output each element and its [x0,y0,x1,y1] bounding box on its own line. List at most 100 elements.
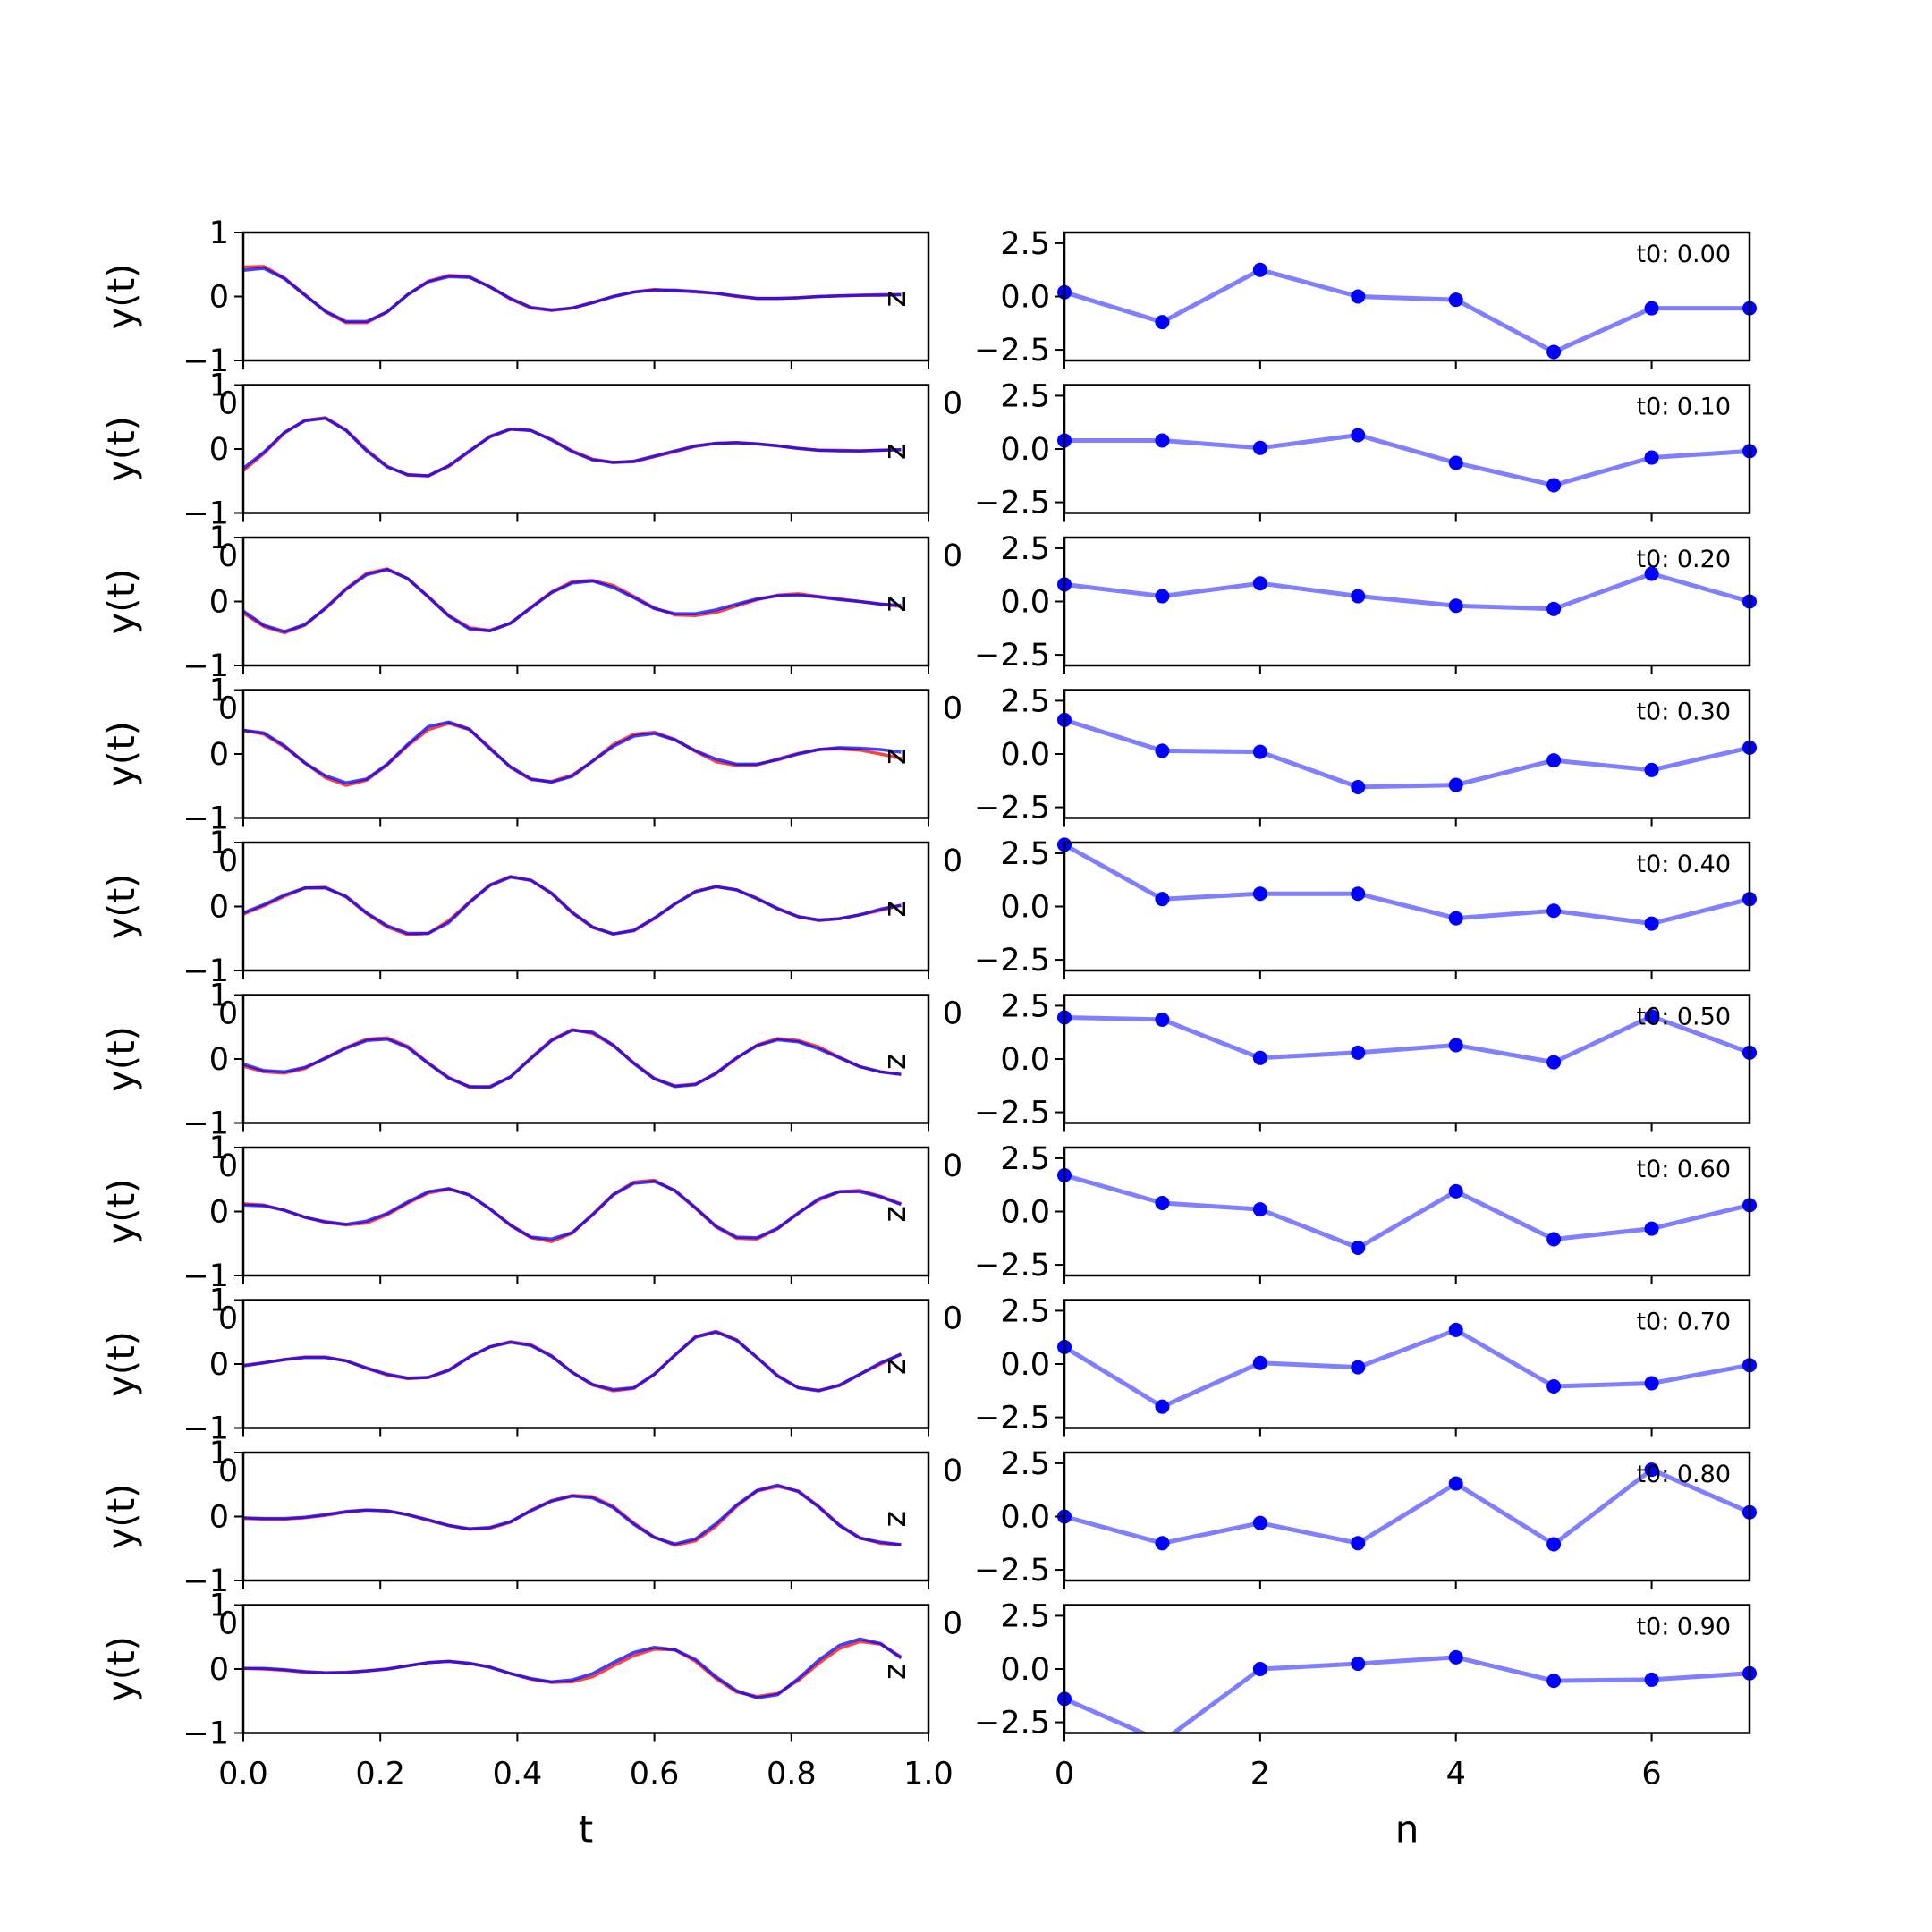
left-overlap-zero-row-1: 0 [218,386,238,422]
right-point-row-4-n-4 [1448,911,1463,926]
left-ylabel-row-2: y(t) [99,568,143,634]
left-z-label-row-9: z [877,1664,913,1680]
right-ytick-label-row-5: 2.5 [1000,988,1050,1024]
right-ytick-label-row-9: 2.5 [1000,1598,1050,1634]
right-point-row-4-n-1 [1155,892,1170,907]
right-point-row-6-n-5 [1546,1232,1562,1247]
left-ylabel-row-3: y(t) [99,721,143,787]
right-point-row-8-n-3 [1351,1536,1366,1551]
right-point-row-7-n-4 [1448,1322,1463,1337]
right-point-row-5-n-1 [1155,1012,1170,1027]
right-point-row-9-n-3 [1351,1657,1366,1672]
left-ylabel-row-1: y(t) [99,416,143,482]
right-point-row-0-n-5 [1546,344,1562,360]
right-ytick-label-row-8: 2.5 [1000,1446,1050,1482]
right-point-row-6-n-3 [1351,1241,1366,1256]
right-series-line-row-2 [1064,572,1750,612]
right-ytick-label-row-4: 2.5 [1000,836,1050,872]
right-point-row-2-n-1 [1155,589,1170,604]
left-ytick-label-row-4: 0 [209,890,229,926]
right-ytick-label-row-0: −2.5 [974,333,1050,369]
right-point-row-5-n-4 [1448,1038,1463,1053]
right-series-line-row-7 [1064,1327,1750,1410]
left-z-label-row-2: z [877,596,913,612]
right-ytick-label-row-7: 0.0 [1000,1347,1050,1383]
left-series-blue-row-5 [242,1029,902,1089]
left-series-blue-row-4 [242,875,902,936]
left-ytick-label-row-0: 1 [209,216,229,251]
left-ytick-label-row-7: 1 [209,1284,229,1319]
right-t0-annotation-row-8: t0: 0.80 [1636,1461,1731,1488]
right-series-line-row-9 [1064,1655,1750,1733]
left-xlabel: t [579,1808,593,1852]
left-ytick-label-row-0: 0 [209,280,229,316]
right-t0-annotation-row-0: t0: 0.00 [1636,241,1731,268]
right-ytick-label-row-7: 2.5 [1000,1293,1050,1329]
right-point-row-1-n-3 [1351,428,1366,443]
right-ytick-label-row-5: −2.5 [974,1096,1050,1131]
left-z-label-row-8: z [877,1511,913,1527]
right-xtick-label: 0 [1055,1757,1074,1792]
right-xlabel: n [1395,1808,1419,1852]
right-overlap-zero-row-9: 0 [943,1606,962,1642]
right-point-row-9-n-2 [1252,1662,1267,1676]
right-xtick-label: 4 [1446,1757,1466,1792]
right-point-row-3-n-6 [1644,762,1659,777]
right-point-row-4-n-2 [1252,886,1267,902]
right-ytick-label-row-9: −2.5 [974,1706,1050,1741]
right-point-row-2-n-5 [1546,601,1562,616]
left-axes-frame-row-8 [242,1451,930,1582]
left-ytick-label-row-2: 1 [209,521,229,556]
right-ytick-label-row-8: −2.5 [974,1553,1050,1589]
left-ylabel-row-0: y(t) [99,263,143,329]
right-xtick-label: 6 [1641,1757,1661,1792]
left-ylabel-row-4: y(t) [99,873,143,939]
right-point-row-7-n-5 [1546,1379,1562,1394]
right-point-row-8-n-2 [1252,1515,1267,1530]
left-series-blue-row-9 [243,1637,902,1699]
left-ytick-label-row-5: −1 [182,1106,229,1142]
left-ytick-label-row-7: 0 [209,1347,229,1383]
right-ytick-label-row-1: 2.5 [1000,378,1050,414]
right-point-row-2-n-6 [1644,566,1659,581]
left-ylabel-row-8: y(t) [99,1483,143,1549]
right-point-row-5-n-6 [1644,1009,1659,1024]
right-point-row-7-n-1 [1155,1399,1170,1414]
left-z-label-row-4: z [877,901,913,917]
left-z-label-row-7: z [877,1359,913,1375]
left-xtick-label: 0.4 [493,1757,543,1792]
left-xtick-label: 1.0 [903,1757,953,1792]
right-point-row-8-n-4 [1448,1476,1463,1491]
right-point-row-8-n-1 [1155,1536,1170,1551]
left-overlap-zero-row-8: 0 [218,1453,238,1489]
left-z-label-row-5: z [877,1054,913,1070]
left-axes-frame-row-6 [242,1146,930,1277]
left-axes-frame-row-9 [242,1604,930,1734]
right-ytick-label-row-7: −2.5 [974,1401,1050,1436]
right-series-line-row-6 [1064,1173,1750,1250]
left-series-blue-row-6 [242,1180,902,1241]
left-z-label-row-6: z [877,1206,913,1222]
left-overlap-zero-row-2: 0 [218,538,238,574]
right-point-row-7-n-2 [1252,1355,1267,1370]
right-t0-annotation-row-6: t0: 0.60 [1636,1156,1731,1183]
right-ytick-label-row-2: −2.5 [974,638,1050,674]
right-point-row-0-n-6 [1644,301,1659,316]
right-point-row-6-n-2 [1252,1202,1267,1217]
left-axes-frame-row-3 [242,689,930,819]
right-ytick-label-row-3: 2.5 [1000,683,1050,719]
right-overlap-zero-row-7: 0 [943,1301,962,1337]
left-xtick-label: 0.0 [218,1757,268,1792]
right-point-row-3-n-2 [1252,744,1267,759]
right-point-row-0-n-1 [1155,315,1170,330]
left-ytick-label-row-2: −1 [182,648,229,684]
right-t0-annotation-row-9: t0: 0.90 [1636,1614,1731,1641]
right-point-row-7-n-6 [1644,1376,1659,1391]
left-ylabel-row-7: y(t) [99,1331,143,1397]
left-ylabel-row-6: y(t) [99,1178,143,1244]
left-overlap-zero-row-9: 0 [218,1606,238,1642]
left-axes-frame-row-5 [242,994,930,1124]
left-ytick-label-row-8: −1 [182,1563,229,1599]
left-ytick-label-row-0: −1 [182,343,229,379]
